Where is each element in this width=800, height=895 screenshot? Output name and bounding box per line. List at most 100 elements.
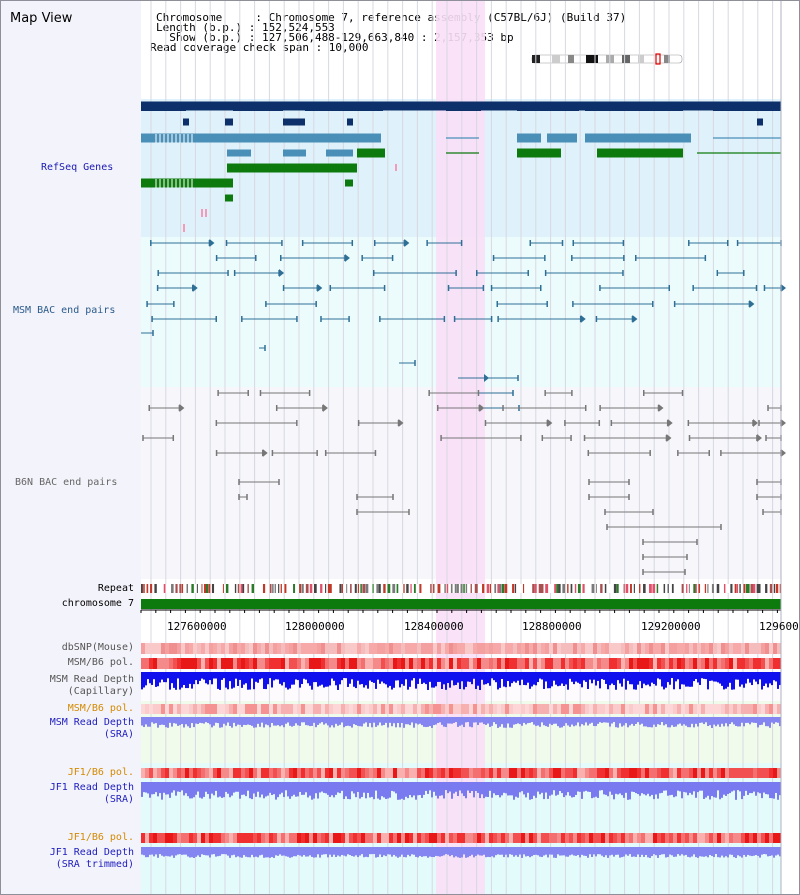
repeat-element — [463, 584, 465, 593]
repeat-element — [171, 584, 174, 593]
polymorphism-cell — [541, 833, 545, 843]
read-depth-bar — [361, 847, 363, 855]
read-depth-bar — [145, 847, 147, 858]
polymorphism-cell — [333, 768, 337, 778]
polymorphism-cell — [169, 833, 173, 843]
read-depth-bar — [535, 672, 537, 686]
polymorphism-cell — [377, 658, 381, 669]
read-depth-bar — [363, 672, 365, 688]
repeat-element — [269, 584, 272, 593]
polymorphism-cell — [473, 768, 477, 778]
polymorphism-cell — [677, 833, 681, 843]
polymorphism-cell — [317, 833, 321, 843]
polymorphism-cell — [433, 643, 437, 654]
repeat-element — [460, 584, 463, 593]
read-depth-bar — [749, 847, 751, 856]
read-depth-bar — [667, 847, 669, 858]
polymorphism-cell — [197, 643, 201, 654]
read-depth-bar — [533, 717, 535, 725]
polymorphism-cell — [445, 658, 449, 669]
read-depth-bar — [311, 717, 313, 726]
read-depth-bar — [363, 847, 365, 858]
read-depth-bar — [351, 847, 353, 856]
polymorphism-cell — [477, 704, 481, 714]
read-depth-bar — [331, 672, 333, 679]
polymorphism-cell — [545, 768, 549, 778]
read-depth-bar — [371, 672, 373, 682]
read-depth-bar — [291, 847, 293, 858]
read-depth-bar — [569, 672, 571, 679]
read-depth-bar — [201, 717, 203, 724]
repeat-element — [247, 584, 249, 593]
read-depth-bar — [533, 847, 535, 855]
repeat-element — [630, 584, 632, 593]
polymorphism-cell — [585, 658, 589, 669]
read-depth-bar — [669, 717, 671, 728]
polymorphism-cell — [581, 658, 585, 669]
polymorphism-cell — [549, 768, 553, 778]
repeat-element — [196, 584, 198, 593]
polymorphism-cell — [601, 833, 605, 843]
read-depth-bar — [655, 782, 657, 795]
read-depth-bar — [177, 672, 179, 679]
read-depth-bar — [559, 847, 561, 856]
polymorphism-cell — [317, 768, 321, 778]
read-depth-bar — [337, 847, 339, 856]
polymorphism-cell — [717, 658, 721, 669]
polymorphism-cell — [237, 658, 241, 669]
read-depth-bar — [277, 782, 279, 798]
read-depth-bar — [575, 847, 577, 856]
read-depth-bar — [315, 672, 317, 683]
read-depth-bar — [443, 782, 445, 799]
read-depth-bar — [767, 717, 769, 727]
read-depth-bar — [677, 847, 679, 855]
read-depth-bar — [491, 717, 493, 726]
track-label-msm-bac[interactable]: MSM BAC end pairs — [13, 305, 116, 316]
bac-end-pair — [179, 404, 185, 412]
track-label-refseq[interactable]: RefSeq Genes — [41, 162, 114, 173]
read-depth-bar — [637, 782, 639, 795]
read-depth-bar — [671, 847, 673, 856]
repeat-element — [454, 584, 457, 593]
read-depth-bar — [661, 782, 663, 793]
read-depth-bar — [429, 672, 431, 682]
read-depth-bar — [377, 847, 379, 858]
read-depth-bar — [395, 717, 397, 728]
read-depth-bar — [243, 672, 245, 685]
read-depth-bar — [555, 717, 557, 724]
repeat-element — [633, 584, 635, 593]
polymorphism-cell — [477, 658, 481, 669]
read-depth-bar — [439, 672, 441, 682]
read-depth-bar — [771, 782, 773, 799]
read-depth-bar — [751, 847, 753, 857]
read-depth-bar — [339, 782, 341, 794]
read-depth-bar — [319, 717, 321, 724]
polymorphism-cell — [545, 833, 549, 843]
repeat-element — [234, 584, 237, 593]
read-depth-bar — [585, 847, 587, 856]
polymorphism-cell — [217, 658, 221, 669]
read-depth-bar — [759, 782, 761, 794]
read-depth-bar — [191, 847, 193, 858]
read-depth-bar — [293, 782, 295, 795]
polymorphism-cell — [393, 643, 397, 654]
polymorphism-cell — [441, 658, 445, 669]
polymorphism-cell — [453, 768, 457, 778]
polymorphism-cell — [173, 833, 177, 843]
polymorphism-cell — [241, 768, 245, 778]
read-depth-bar — [435, 847, 437, 856]
read-depth-bar — [643, 717, 645, 727]
polymorphism-cell — [445, 643, 449, 654]
polymorphism-cell — [533, 704, 537, 714]
read-depth-bar — [263, 717, 265, 728]
polymorphism-cell — [517, 643, 521, 654]
track-label-b6n-bac[interactable]: B6N BAC end pairs — [15, 477, 118, 488]
polymorphism-cell — [345, 833, 349, 843]
polymorphism-cell — [485, 833, 489, 843]
read-depth-bar — [465, 847, 467, 858]
polymorphism-cell — [501, 768, 505, 778]
read-depth-bar — [601, 782, 603, 791]
read-depth-bar — [285, 847, 287, 857]
read-depth-bar — [443, 717, 445, 727]
